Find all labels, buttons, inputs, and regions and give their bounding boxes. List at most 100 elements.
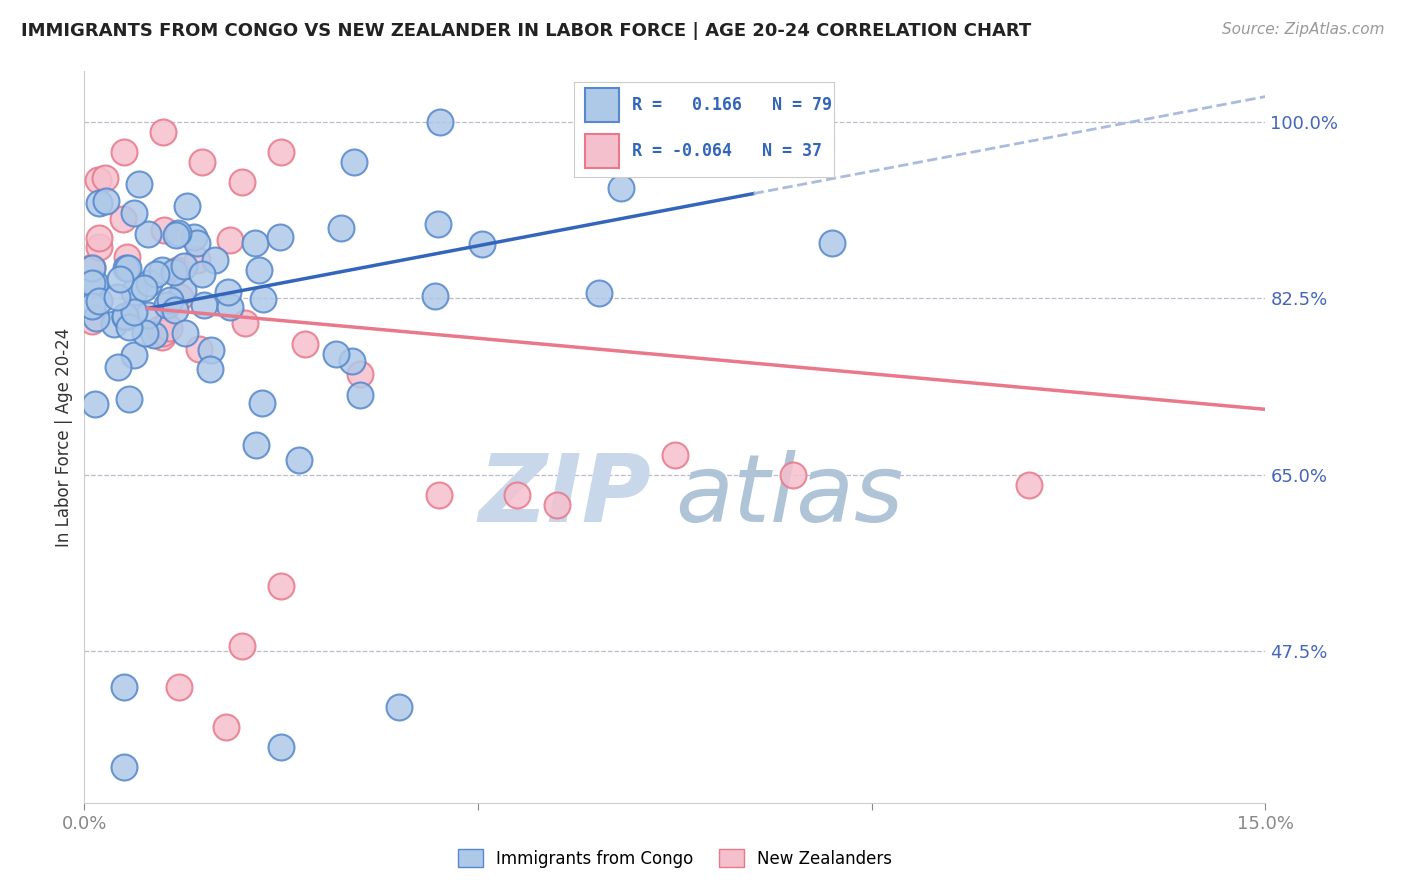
Point — [89, 230, 111, 244]
Point — [118, 392, 141, 406]
Point — [200, 343, 222, 357]
Point — [218, 233, 240, 247]
Point — [288, 453, 311, 467]
Point — [165, 227, 187, 242]
Point — [427, 488, 450, 502]
Point — [82, 300, 104, 314]
Point — [294, 336, 316, 351]
Point — [165, 303, 187, 318]
Point — [122, 348, 145, 362]
Point — [115, 250, 138, 264]
Point — [82, 276, 104, 290]
Point — [388, 700, 411, 714]
Point — [471, 237, 494, 252]
Point — [173, 259, 195, 273]
Point — [87, 172, 110, 186]
Point — [269, 230, 291, 244]
Point — [94, 194, 117, 209]
Point — [148, 322, 170, 336]
Point — [110, 271, 132, 285]
Point — [231, 640, 253, 654]
Point — [167, 226, 190, 240]
Point — [250, 396, 273, 410]
Point — [585, 145, 607, 159]
Point — [169, 290, 191, 304]
Point — [159, 293, 181, 308]
Point — [423, 289, 446, 303]
Point — [118, 320, 141, 334]
Point — [112, 145, 135, 159]
Point — [117, 261, 139, 276]
Point — [172, 283, 194, 297]
Point — [588, 286, 610, 301]
Point — [231, 175, 253, 189]
Point — [163, 265, 186, 279]
Point — [87, 294, 110, 309]
Point — [152, 326, 174, 340]
Point — [155, 318, 177, 332]
Point — [245, 235, 267, 250]
Point — [325, 347, 347, 361]
Point — [247, 263, 270, 277]
Point — [82, 261, 104, 276]
Point — [217, 285, 239, 300]
Point — [166, 263, 188, 277]
Point — [186, 253, 208, 268]
Point — [270, 145, 292, 159]
Point — [87, 240, 110, 254]
Point — [183, 229, 205, 244]
Point — [233, 316, 256, 330]
Point — [349, 367, 371, 381]
Point — [128, 177, 150, 191]
Point — [115, 261, 138, 276]
Y-axis label: In Labor Force | Age 20-24: In Labor Force | Age 20-24 — [55, 327, 73, 547]
Point — [83, 397, 105, 411]
Point — [112, 760, 135, 774]
Point — [86, 310, 108, 325]
Point — [134, 326, 156, 340]
Point — [191, 155, 214, 169]
Point — [82, 260, 104, 274]
Point — [82, 314, 104, 328]
Point — [134, 281, 156, 295]
Point — [122, 206, 145, 220]
Point — [138, 277, 160, 291]
Point — [107, 359, 129, 374]
Text: atlas: atlas — [675, 450, 903, 541]
Point — [190, 267, 212, 281]
Point — [89, 195, 111, 210]
Point — [546, 498, 568, 512]
Point — [152, 223, 174, 237]
Point — [1018, 478, 1040, 492]
Point — [152, 125, 174, 139]
Point — [176, 199, 198, 213]
Point — [193, 298, 215, 312]
Point — [664, 448, 686, 462]
Point — [138, 308, 160, 322]
Text: ZIP: ZIP — [478, 450, 651, 541]
Point — [138, 227, 160, 241]
Point — [198, 362, 221, 376]
Point — [150, 330, 173, 344]
Point — [122, 285, 145, 300]
Point — [157, 321, 180, 335]
Point — [143, 327, 166, 342]
Point — [84, 276, 107, 290]
Point — [186, 236, 208, 251]
Point — [349, 388, 371, 402]
Point — [114, 309, 136, 323]
Point — [156, 298, 179, 312]
Point — [218, 300, 240, 314]
Point — [204, 252, 226, 267]
Point — [122, 304, 145, 318]
Point — [609, 181, 631, 195]
Point — [782, 467, 804, 482]
Point — [167, 680, 190, 694]
Point — [173, 326, 195, 340]
Point — [343, 154, 366, 169]
Point — [112, 680, 135, 694]
Point — [245, 438, 267, 452]
Point — [426, 217, 449, 231]
Point — [270, 740, 292, 755]
Point — [506, 488, 529, 502]
